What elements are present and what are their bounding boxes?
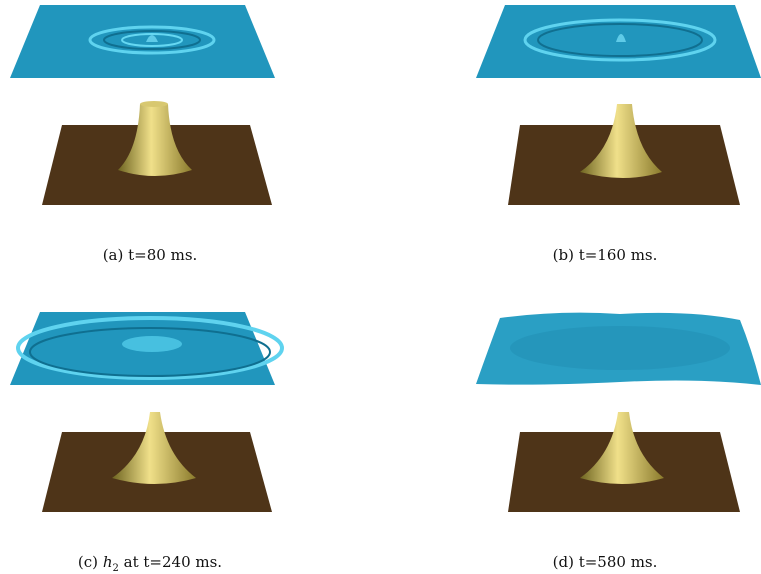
caption-part: h xyxy=(103,553,113,571)
caption-part: t=160 ms. xyxy=(579,246,658,264)
panel-b: (b) t=160 ms. xyxy=(476,5,761,264)
ripple xyxy=(510,326,730,370)
panel-c: (c) h2 at t=240 ms. xyxy=(10,312,282,574)
caption: (d) t=580 ms. xyxy=(553,553,658,571)
caption-part: (d) xyxy=(553,553,574,571)
caption: (b) t=160 ms. xyxy=(553,246,658,264)
bump-top xyxy=(140,101,168,107)
caption-part: (a) xyxy=(103,246,124,264)
caption-part: t=580 ms. xyxy=(579,553,658,571)
caption-part: (c) xyxy=(78,553,98,571)
caption-part: t=80 ms. xyxy=(128,246,197,264)
figure: (a) t=80 ms. (b) t=160 ms. (c) h2 at t=2… xyxy=(0,0,761,574)
panel-a: (a) t=80 ms. xyxy=(10,5,275,264)
panel-d: (d) t=580 ms. xyxy=(476,313,761,571)
caption: (c) h2 at t=240 ms. xyxy=(78,553,222,574)
caption: (a) t=80 ms. xyxy=(103,246,198,264)
caption-part: at t=240 ms. xyxy=(124,553,222,571)
water-surface xyxy=(10,5,275,78)
ripple xyxy=(122,336,182,352)
caption-part: (b) xyxy=(553,246,574,264)
